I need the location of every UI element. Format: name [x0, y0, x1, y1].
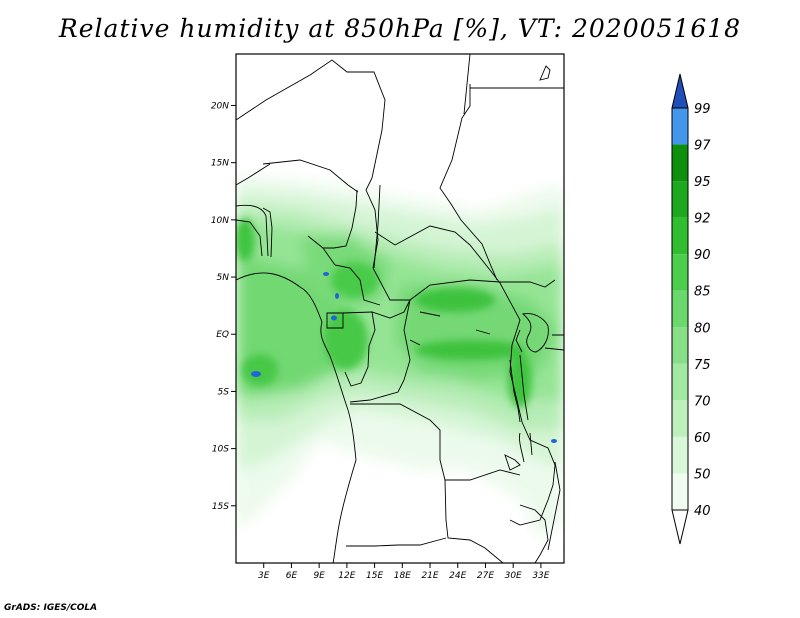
- colorbar-box-3: [672, 363, 688, 401]
- colorbar-box-2: [672, 400, 688, 437]
- lat-tick-label: 15N: [211, 159, 229, 169]
- lon-tick-label: 12E: [338, 571, 355, 581]
- humidity-core-2: [331, 262, 379, 298]
- colorbar-box-7: [672, 217, 688, 255]
- colorbar-box-8: [672, 181, 688, 218]
- lon-tick-label: 15E: [366, 571, 383, 581]
- colorbar-box-1: [672, 436, 688, 474]
- lat-tick-label: 20N: [211, 101, 229, 111]
- lat-tick-label: 15S: [212, 502, 229, 512]
- lon-tick-label: 33E: [532, 571, 549, 581]
- colorbar-lower-arrow: [671, 509, 689, 545]
- colorbar-label: 75: [694, 358, 711, 373]
- lat-tick-label: EQ: [216, 330, 229, 340]
- colorbar-label: 50: [694, 467, 711, 482]
- lon-tick-label: 3E: [258, 571, 270, 581]
- credit-label: GrADS: IGES/COLA: [4, 603, 98, 613]
- humidity-spot-3: [323, 272, 329, 276]
- lat-tick-label: 5S: [218, 387, 230, 397]
- humidity-spot-1: [251, 371, 261, 377]
- humidity-core-1: [324, 310, 368, 370]
- humidity-spot-2: [331, 315, 337, 321]
- colorbar-label: 95: [694, 175, 711, 190]
- colorbar-label: 70: [694, 394, 711, 409]
- lon-tick-label: 30E: [505, 571, 522, 581]
- humidity-core-3: [415, 288, 495, 312]
- colorbar-box-5: [672, 290, 688, 328]
- colorbar-label: 60: [694, 431, 711, 446]
- colorbar-box-9: [672, 144, 688, 182]
- lon-tick-label: 6E: [286, 571, 298, 581]
- colorbar-frame: [671, 107, 689, 511]
- colorbar-label: 90: [694, 248, 711, 263]
- colorbar-box-10: [672, 108, 688, 145]
- colorbar-label: 85: [694, 285, 711, 300]
- lon-tick-label: 9E: [313, 571, 325, 581]
- humidity-spot-4: [335, 293, 339, 299]
- colorbar-box-6: [672, 254, 688, 291]
- colorbar-box-4: [672, 327, 688, 364]
- colorbar-label: 99: [694, 102, 711, 117]
- colorbar-label: 80: [694, 321, 711, 336]
- humidity-field: [236, 175, 564, 540]
- humidity-core-6: [508, 352, 532, 408]
- country-borders: [236, 54, 564, 563]
- map-frame: [235, 53, 565, 564]
- humidity-core-7: [236, 218, 255, 262]
- latitude-axis: 20N 15N 10N 5N EQ 5S 10S 15S: [211, 101, 236, 512]
- colorbar-upper-arrow: [671, 73, 689, 109]
- colorbar: 40 50 60 70 75 80 85 90 92 95 97 99: [671, 73, 711, 545]
- colorbar-box-0: [672, 473, 688, 510]
- longitude-axis: 3E 6E 9E 12E 15E 18E 21E 24E 27E 30E 33E: [258, 563, 550, 581]
- humidity-spot-5: [551, 439, 557, 443]
- lon-tick-label: 21E: [421, 571, 438, 581]
- lon-tick-label: 24E: [449, 571, 466, 581]
- lat-tick-label: 5N: [217, 273, 230, 283]
- lon-tick-label: 27E: [477, 571, 494, 581]
- colorbar-label: 97: [694, 139, 711, 154]
- humidity-core-4: [415, 340, 525, 360]
- map-title: Relative humidity at 850hPa [%], VT: 202…: [58, 14, 742, 43]
- lon-tick-label: 18E: [394, 571, 411, 581]
- colorbar-label: 92: [694, 212, 711, 227]
- humidity-core-5: [242, 354, 278, 386]
- lat-tick-label: 10N: [211, 216, 229, 226]
- lat-tick-label: 10S: [212, 445, 229, 455]
- colorbar-label: 40: [694, 504, 711, 519]
